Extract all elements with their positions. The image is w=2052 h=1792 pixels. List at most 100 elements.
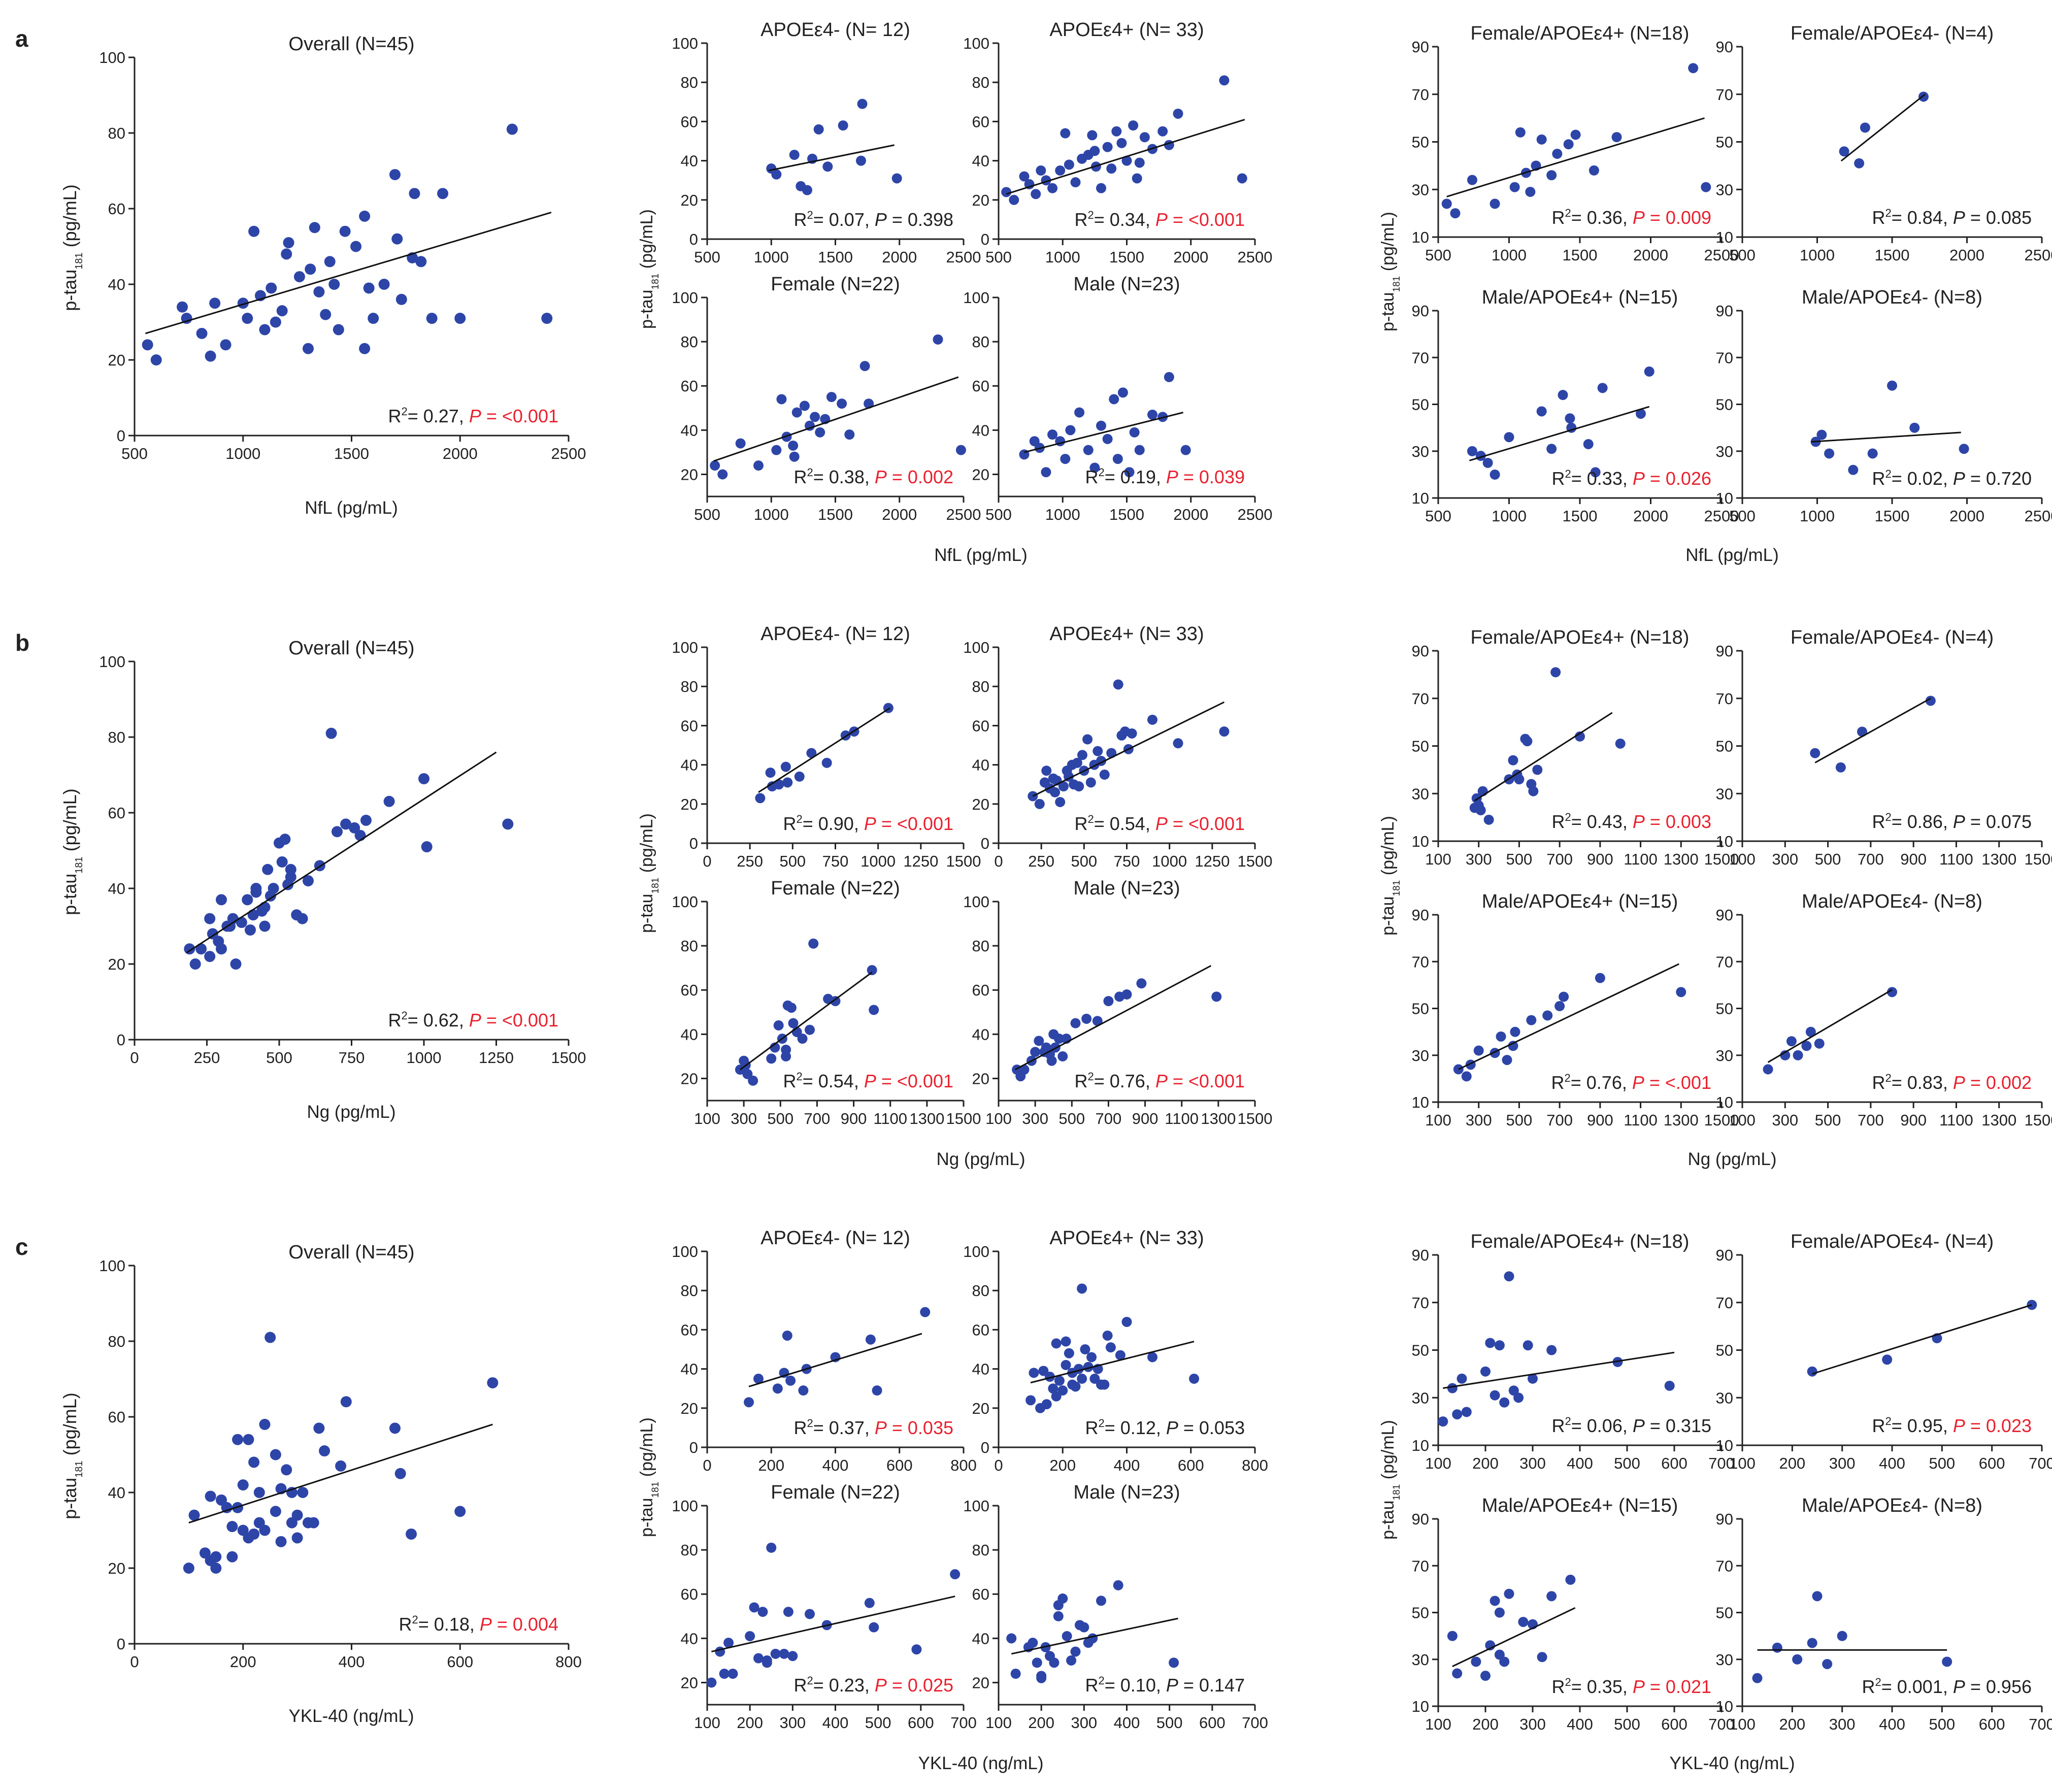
y-tick-label: 10 xyxy=(1412,1437,1429,1454)
data-point xyxy=(209,297,221,309)
x-tick-label: 100 xyxy=(1425,850,1451,868)
x-tick-label: 1500 xyxy=(1875,246,1910,264)
panel-b-male: 20 40 60 80 100 100 300 500 700 900 1100 1300 1500 Ma… xyxy=(963,878,1272,1127)
y-tick-label: 10 xyxy=(1716,833,1733,850)
y-tick-label: 90 xyxy=(1716,302,1733,320)
y-tick-label: 90 xyxy=(1412,1246,1429,1264)
y-tick-label: 100 xyxy=(99,1257,125,1275)
stats-label: R2= 0.33, P = 0.026 xyxy=(1552,468,1712,489)
data-point xyxy=(1061,1336,1071,1347)
y-tick-label: 10 xyxy=(1412,1093,1429,1111)
x-tick-label: 900 xyxy=(841,1110,867,1127)
y-tick-label: 100 xyxy=(963,1497,989,1515)
y-tick-label: 20 xyxy=(681,1674,698,1691)
stats-label: R2= 0.54, P = <0.001 xyxy=(1074,813,1245,834)
y-tick-label: 40 xyxy=(972,1025,989,1043)
data-point xyxy=(303,875,314,887)
y-tick-label: 0 xyxy=(981,1439,989,1456)
data-point xyxy=(1077,1373,1087,1384)
data-point xyxy=(389,1422,401,1434)
panel-title: Male/APOEε4- (N=8) xyxy=(1802,1495,1982,1516)
data-point xyxy=(1219,75,1230,86)
data-point xyxy=(1117,387,1128,398)
data-point xyxy=(1211,991,1222,1002)
data-point xyxy=(1099,769,1110,780)
data-point xyxy=(1057,1593,1068,1604)
x-tick-label: 500 xyxy=(694,248,720,266)
x-tick-label: 0 xyxy=(130,1653,139,1671)
x-tick-label: 1500 xyxy=(1704,1111,1739,1129)
data-point xyxy=(1089,1373,1100,1384)
data-point xyxy=(1822,1658,1833,1669)
data-point xyxy=(785,1375,796,1386)
data-point xyxy=(1080,1344,1090,1354)
x-tick-label: 1500 xyxy=(1875,507,1910,525)
stats-label: R2= 0.86, P = 0.075 xyxy=(1872,811,2032,832)
stats-label: R2= 0.35, P = 0.021 xyxy=(1552,1676,1712,1697)
panel-title: Male (N=23) xyxy=(1073,274,1180,295)
data-point xyxy=(1169,1657,1179,1668)
x-tick-label: 100 xyxy=(1425,1715,1451,1733)
panel-a-f-pos: 10 30 50 70 90 500 1000 1500 2000 2500 Female/APOE… xyxy=(1412,23,1739,264)
x-tick-label: 500 xyxy=(1058,1110,1085,1127)
data-point xyxy=(1050,787,1061,798)
data-point xyxy=(1096,420,1106,431)
x-tick-label: 500 xyxy=(1614,1715,1640,1733)
x-tick-label: 1000 xyxy=(225,445,260,462)
data-point xyxy=(1034,1036,1044,1046)
data-point xyxy=(333,324,344,336)
data-point xyxy=(291,1532,303,1544)
data-point xyxy=(1129,427,1140,438)
data-point xyxy=(216,894,227,906)
data-point xyxy=(1496,1031,1506,1042)
data-point xyxy=(1559,991,1569,1002)
regression-line xyxy=(748,1333,922,1387)
data-point xyxy=(1508,1041,1518,1051)
data-point xyxy=(285,871,296,883)
data-point xyxy=(409,188,420,200)
data-point xyxy=(487,1377,499,1388)
data-point xyxy=(1595,973,1605,983)
y-tick-label: 100 xyxy=(672,639,698,656)
stats-label: R2= 0.76, P = <.001 xyxy=(1551,1072,1712,1093)
y-tick-label: 30 xyxy=(1412,1047,1429,1065)
data-point xyxy=(1046,1055,1057,1066)
y-tick-label: 20 xyxy=(972,1674,989,1691)
y-tick-label: 10 xyxy=(1716,1698,1733,1715)
panel-title: Female/APOEε4- (N=4) xyxy=(1791,1231,1994,1252)
data-point xyxy=(1494,1340,1505,1351)
data-point xyxy=(810,412,820,422)
y-tick-label: 80 xyxy=(972,333,989,351)
data-point xyxy=(753,460,764,471)
panel-title: APOEε4+ (N= 33) xyxy=(1049,1227,1204,1249)
y-tick-label: 70 xyxy=(1412,690,1429,708)
data-point xyxy=(710,460,720,471)
data-point xyxy=(1112,453,1123,464)
data-point xyxy=(955,445,966,455)
data-point xyxy=(1887,987,1897,998)
y-tick-label: 60 xyxy=(681,377,698,395)
x-tick-label: 400 xyxy=(1879,1454,1905,1472)
data-point xyxy=(1590,467,1601,478)
x-tick-label: 1100 xyxy=(1939,850,1973,868)
data-point xyxy=(1824,448,1835,459)
panel-c-f-neg: 10 30 50 70 90 100 200 300 400 500 600 700 Female/AP… xyxy=(1716,1231,2052,1472)
data-point xyxy=(1085,777,1096,788)
data-point xyxy=(363,282,375,294)
data-point xyxy=(1467,446,1477,456)
data-point xyxy=(281,248,292,260)
data-point xyxy=(237,297,249,309)
x-axis-label: YKL-40 (ng/mL) xyxy=(288,1706,414,1726)
regression-line xyxy=(1469,406,1650,461)
data-point xyxy=(1485,1338,1496,1348)
data-point xyxy=(1526,1015,1537,1025)
data-point xyxy=(268,883,279,894)
data-point xyxy=(1546,1591,1557,1602)
stats-label: R2= 0.90, P = <0.001 xyxy=(783,813,953,834)
data-point xyxy=(305,263,316,275)
y-tick-label: 90 xyxy=(1412,1510,1429,1528)
y-tick-label: 80 xyxy=(108,1333,125,1350)
data-point xyxy=(933,334,943,345)
data-point xyxy=(275,1536,287,1547)
